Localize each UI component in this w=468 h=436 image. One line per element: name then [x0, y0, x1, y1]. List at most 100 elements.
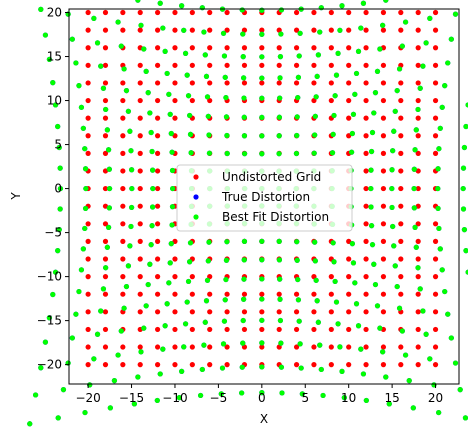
data-point [137, 256, 143, 262]
data-point [137, 9, 143, 16]
data-point [206, 132, 212, 138]
data-point [413, 127, 419, 133]
data-point [380, 362, 387, 368]
data-point [390, 148, 396, 154]
data-point [239, 364, 245, 370]
axes-frame [68, 8, 460, 385]
data-point [394, 283, 400, 290]
data-point [120, 80, 126, 86]
legend-marker [193, 174, 199, 180]
data-point [85, 256, 91, 262]
data-point [187, 240, 194, 246]
data-point [106, 166, 112, 172]
data-point [189, 309, 195, 315]
data-point [85, 291, 91, 297]
data-point [164, 301, 170, 307]
data-point [333, 72, 340, 78]
data-point [189, 291, 195, 297]
data-point [155, 9, 161, 16]
data-point [224, 326, 230, 333]
data-point [346, 115, 352, 121]
data-point [380, 349, 386, 355]
data-point [207, 27, 213, 33]
data-point [207, 45, 213, 51]
data-point [137, 309, 143, 315]
data-point [239, 390, 245, 396]
data-point [155, 168, 161, 174]
data-point [85, 362, 91, 368]
data-point [278, 7, 285, 13]
y-tick-label: −20 [37, 358, 62, 372]
data-point [293, 362, 300, 368]
series-0 [85, 9, 439, 368]
data-point [335, 321, 341, 327]
data-point [318, 366, 324, 373]
data-point [85, 97, 91, 104]
data-point [432, 326, 439, 333]
data-point [461, 227, 468, 233]
data-point [120, 274, 126, 280]
data-point [185, 93, 192, 99]
data-point [52, 269, 59, 275]
data-point [353, 70, 360, 77]
data-point [187, 131, 194, 137]
y-tick-label: 10 [47, 94, 62, 108]
x-tick-label: −5 [210, 391, 228, 405]
data-point [189, 45, 195, 51]
data-point [435, 185, 441, 192]
data-point [436, 409, 442, 416]
data-point [155, 115, 161, 121]
data-point [460, 206, 467, 212]
data-point [56, 227, 62, 233]
data-point [432, 27, 439, 33]
data-point [102, 309, 109, 315]
data-point [55, 248, 61, 254]
y-tick-label: 0 [54, 182, 62, 196]
data-point [297, 341, 303, 347]
data-point [207, 9, 213, 16]
data-point [55, 123, 61, 130]
data-point [427, 356, 433, 362]
data-point [147, 261, 153, 267]
y-axis-ticks: −20 −15 −10 −5 0 5 10 15 20 [37, 6, 69, 372]
data-point [85, 238, 91, 244]
data-point [432, 62, 439, 68]
data-point [380, 344, 387, 350]
data-point [259, 151, 265, 157]
data-point [241, 62, 248, 68]
data-point [410, 405, 416, 411]
data-point [120, 185, 126, 192]
legend-label: Undistorted Grid [222, 170, 321, 184]
data-point [294, 132, 300, 139]
data-point [328, 97, 334, 104]
data-point [363, 256, 369, 262]
data-point [398, 203, 404, 209]
data-point [143, 68, 149, 74]
data-point [80, 246, 86, 252]
data-point [176, 395, 182, 401]
data-point [224, 80, 230, 86]
data-point [259, 54, 265, 60]
data-point [350, 260, 357, 266]
data-point [201, 342, 207, 348]
data-point [423, 40, 429, 46]
data-point [355, 323, 362, 329]
data-point [78, 104, 85, 110]
data-point [102, 62, 109, 68]
data-point [120, 344, 126, 350]
data-point [363, 133, 369, 139]
data-point [82, 225, 88, 232]
data-point [465, 269, 468, 275]
data-point [107, 405, 113, 411]
data-point [374, 68, 381, 74]
data-point [148, 129, 154, 136]
data-point [57, 206, 63, 212]
data-point [42, 32, 49, 38]
data-point [115, 352, 121, 358]
data-point [166, 91, 172, 97]
data-point [432, 115, 439, 121]
data-point [199, 5, 205, 11]
data-point [415, 291, 421, 297]
data-point [241, 326, 248, 333]
data-point [296, 318, 302, 324]
